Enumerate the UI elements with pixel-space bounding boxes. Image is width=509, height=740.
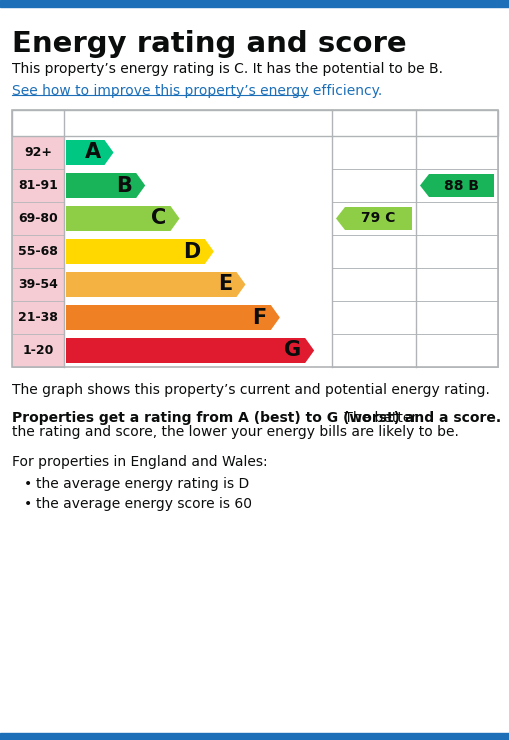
- Polygon shape: [419, 174, 493, 197]
- Text: This property’s energy rating is C. It has the potential to be B.: This property’s energy rating is C. It h…: [12, 62, 442, 76]
- Bar: [331, 202, 415, 235]
- Text: Properties get a rating from A (best) to G (worst) and a score.: Properties get a rating from A (best) to…: [12, 411, 500, 425]
- Text: F: F: [252, 308, 266, 328]
- Text: the rating and score, the lower your energy bills are likely to be.: the rating and score, the lower your ene…: [12, 425, 458, 439]
- Text: •: •: [24, 477, 32, 491]
- Bar: [12, 202, 64, 235]
- Bar: [331, 268, 415, 301]
- Bar: [0, 0, 509, 7]
- Text: A: A: [84, 143, 100, 163]
- Bar: [12, 110, 497, 136]
- Text: Energy rating: Energy rating: [74, 116, 181, 130]
- Text: 69-80: 69-80: [18, 212, 58, 225]
- Text: Energy rating and score: Energy rating and score: [12, 30, 406, 58]
- Text: 81-91: 81-91: [18, 179, 58, 192]
- Text: Score: Score: [16, 116, 60, 130]
- Text: Current: Current: [344, 116, 403, 130]
- Text: 92+: 92+: [24, 146, 52, 159]
- Text: 1-20: 1-20: [22, 344, 53, 357]
- Text: The better: The better: [340, 411, 416, 425]
- Text: B: B: [116, 175, 132, 195]
- Bar: [331, 136, 415, 169]
- Bar: [331, 235, 415, 268]
- Text: E: E: [218, 275, 232, 295]
- Polygon shape: [66, 338, 314, 363]
- Polygon shape: [335, 207, 411, 230]
- Bar: [12, 268, 64, 301]
- Text: G: G: [284, 340, 301, 360]
- Bar: [12, 301, 64, 334]
- Text: •: •: [24, 497, 32, 511]
- Bar: [12, 169, 64, 202]
- Bar: [415, 268, 497, 301]
- Text: Potential: Potential: [420, 116, 492, 130]
- Bar: [12, 110, 497, 367]
- Polygon shape: [66, 305, 279, 330]
- Text: See how to improve this property’s energy efficiency.: See how to improve this property’s energ…: [12, 84, 382, 98]
- Bar: [415, 202, 497, 235]
- Bar: [12, 136, 64, 169]
- Text: The graph shows this property’s current and potential energy rating.: The graph shows this property’s current …: [12, 383, 489, 397]
- Bar: [0, 733, 509, 740]
- Polygon shape: [66, 239, 213, 264]
- Bar: [331, 301, 415, 334]
- Text: For properties in England and Wales:: For properties in England and Wales:: [12, 455, 267, 469]
- Text: D: D: [183, 241, 201, 261]
- Text: 21-38: 21-38: [18, 311, 58, 324]
- Polygon shape: [66, 173, 145, 198]
- Bar: [415, 301, 497, 334]
- Bar: [331, 169, 415, 202]
- Text: 88 B: 88 B: [443, 178, 478, 192]
- Polygon shape: [66, 140, 114, 165]
- Bar: [331, 334, 415, 367]
- Polygon shape: [66, 272, 245, 297]
- Bar: [415, 169, 497, 202]
- Bar: [12, 235, 64, 268]
- Text: 55-68: 55-68: [18, 245, 58, 258]
- Bar: [415, 334, 497, 367]
- Bar: [415, 136, 497, 169]
- Bar: [415, 235, 497, 268]
- Text: 39-54: 39-54: [18, 278, 58, 291]
- Polygon shape: [66, 206, 179, 231]
- Bar: [12, 334, 64, 367]
- Text: 79 C: 79 C: [360, 212, 395, 226]
- Text: the average energy rating is D: the average energy rating is D: [36, 477, 249, 491]
- Text: the average energy score is 60: the average energy score is 60: [36, 497, 251, 511]
- Text: C: C: [151, 209, 166, 229]
